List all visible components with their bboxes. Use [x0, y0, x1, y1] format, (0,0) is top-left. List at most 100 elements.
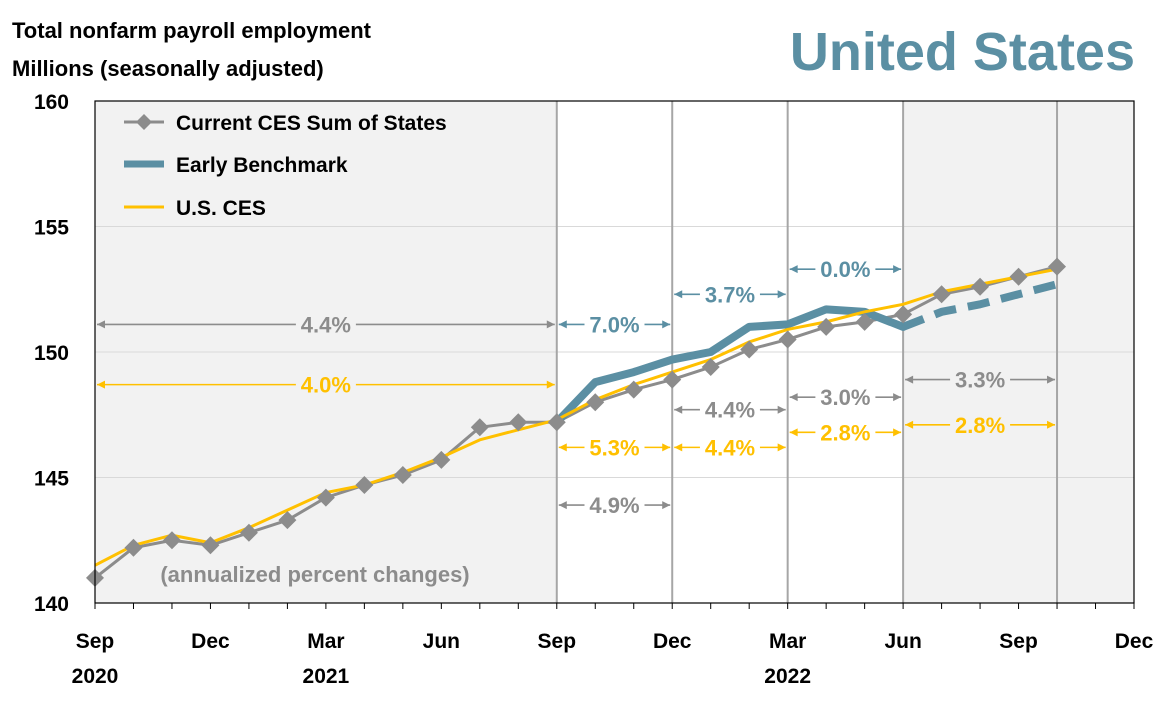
x-tick-label-18: Mar	[769, 630, 806, 653]
annotation-12: 4.9%	[558, 493, 671, 518]
annotation-label: 4.9%	[589, 493, 639, 518]
annotation-label: 2.8%	[820, 420, 870, 445]
annotation-6: 3.0%	[789, 385, 902, 410]
series-point-current-ces	[971, 277, 990, 296]
series-point-current-ces	[624, 380, 643, 399]
y-tick-label-140: 140	[34, 593, 69, 616]
annotation-5: 4.4%	[674, 398, 786, 423]
annotation-4: 0.0%	[789, 257, 902, 282]
annotation-label: 7.0%	[589, 312, 639, 337]
series-layer	[86, 257, 1067, 587]
annotation-label: 0.0%	[820, 257, 870, 282]
series-point-current-ces	[239, 523, 258, 542]
annotation-arrowhead-left	[674, 290, 683, 299]
legend-label-us-ces: U.S. CES	[176, 197, 266, 220]
legend-label-early-benchmark: Early Benchmark	[176, 154, 348, 177]
y-tick-label-160: 160	[34, 91, 69, 114]
x-tick-label-9: Jun	[423, 630, 460, 653]
annotation-arrowhead-right	[546, 380, 555, 389]
annotation-8: 5.3%	[558, 435, 671, 460]
annotation-label: 5.3%	[589, 435, 639, 460]
annotation-0: 4.4%	[97, 312, 555, 337]
annotation-arrowhead-right	[893, 393, 902, 402]
x-tick-label-6: Mar	[307, 630, 344, 653]
x-tick-label-12: Sep	[538, 630, 577, 653]
series-point-current-ces	[547, 413, 566, 432]
annotation-arrowhead-left	[789, 265, 798, 274]
x-tick-label-21: Jun	[884, 630, 921, 653]
region-title: United States	[790, 22, 1135, 82]
annotation-layer: 4.4% 4.0% 7.0% 3.7% 0.0% 4.4% 3.0% 3.3% 5.3% 4.4%…	[97, 257, 1056, 518]
series-point-current-ces	[432, 450, 451, 469]
annotation-label: 4.4%	[301, 312, 351, 337]
annotation-arrowhead-right	[662, 320, 671, 329]
series-line-early-benchmark	[552, 305, 908, 427]
annotation-label: 4.0%	[301, 373, 351, 398]
x-year-label-2020: 2020	[72, 665, 119, 688]
x-year-label-2021: 2021	[303, 665, 350, 688]
legend-label-current-ces: Current CES Sum of States	[176, 112, 447, 135]
annotation-arrowhead-right	[893, 265, 902, 274]
annotation-label: 4.4%	[705, 435, 755, 460]
annotation-7: 3.3%	[905, 368, 1056, 393]
y-tick-label-155: 155	[34, 217, 69, 240]
series-point-current-ces	[778, 330, 797, 349]
chart-note: (annualized percent changes)	[160, 562, 469, 587]
series-point-current-ces	[124, 538, 143, 557]
annotation-arrowhead-left	[905, 420, 914, 429]
chart-title-line1: Total nonfarm payroll employment	[12, 18, 372, 43]
series-point-current-ces	[278, 511, 297, 530]
series-point-current-ces	[316, 488, 335, 507]
series-point-current-ces	[855, 312, 874, 331]
annotation-arrowhead-left	[674, 443, 683, 452]
annotation-arrowhead-left	[905, 375, 914, 384]
series-point-current-ces	[1009, 267, 1028, 286]
annotation-9: 4.4%	[674, 435, 786, 460]
series-line-us-ces	[94, 267, 1058, 567]
x-tick-label-15: Dec	[653, 630, 692, 653]
annotation-label: 2.8%	[955, 413, 1005, 438]
series-point-current-ces	[817, 317, 836, 336]
annotation-arrowhead-right	[893, 428, 902, 437]
annotation-11: 2.8%	[905, 413, 1056, 438]
series-point-current-ces	[509, 413, 528, 432]
annotation-arrowhead-right	[777, 405, 786, 414]
x-tick-label-27: Dec	[1115, 630, 1154, 653]
plot-frame	[94, 100, 1135, 604]
period-divider-lines	[555, 101, 1059, 603]
chart-title-line2: Millions (seasonally adjusted)	[12, 56, 324, 81]
x-tick-label-0: Sep	[76, 630, 115, 653]
x-tick-label-24: Sep	[999, 630, 1038, 653]
x-tick-label-3: Dec	[191, 630, 230, 653]
gridlines	[95, 226, 1134, 478]
annotation-arrowhead-left	[97, 320, 105, 329]
annotation-label: 3.7%	[705, 282, 755, 307]
series-line-early-benchmark-projected	[901, 280, 1059, 331]
annotation-arrowhead-right	[662, 501, 671, 510]
annotation-arrowhead-left	[97, 380, 105, 389]
annotation-3: 3.7%	[674, 282, 786, 307]
x-year-label-2022: 2022	[764, 665, 811, 688]
x-axis-ticks: Sep 2020 Dec Mar 2021 Jun Sep Dec Mar 2022 Jun Sep D…	[72, 603, 1154, 688]
annotation-arrowhead-right	[777, 443, 786, 452]
series-point-current-ces	[586, 393, 605, 412]
series-point-current-ces	[740, 340, 759, 359]
annotation-label: 3.0%	[820, 385, 870, 410]
annotation-label: 4.4%	[705, 398, 755, 423]
series-point-current-ces	[663, 370, 682, 389]
series-point-current-ces	[701, 358, 720, 377]
annotation-arrowhead-left	[789, 428, 798, 437]
annotation-10: 2.8%	[789, 420, 902, 445]
annotation-arrowhead-left	[558, 443, 567, 452]
series-point-current-ces	[201, 536, 220, 555]
y-tick-label-145: 145	[34, 468, 69, 491]
series-point-current-ces	[894, 305, 913, 324]
annotation-arrowhead-right	[546, 320, 555, 329]
y-axis-ticks: 140 145 150 155 160	[34, 91, 69, 616]
legend-marker-diamond	[136, 114, 152, 130]
annotation-2: 7.0%	[558, 312, 671, 337]
y-tick-label-150: 150	[34, 342, 69, 365]
annotation-arrowhead-left	[789, 393, 798, 402]
legend: Current CES Sum of States Early Benchmar…	[124, 112, 447, 220]
